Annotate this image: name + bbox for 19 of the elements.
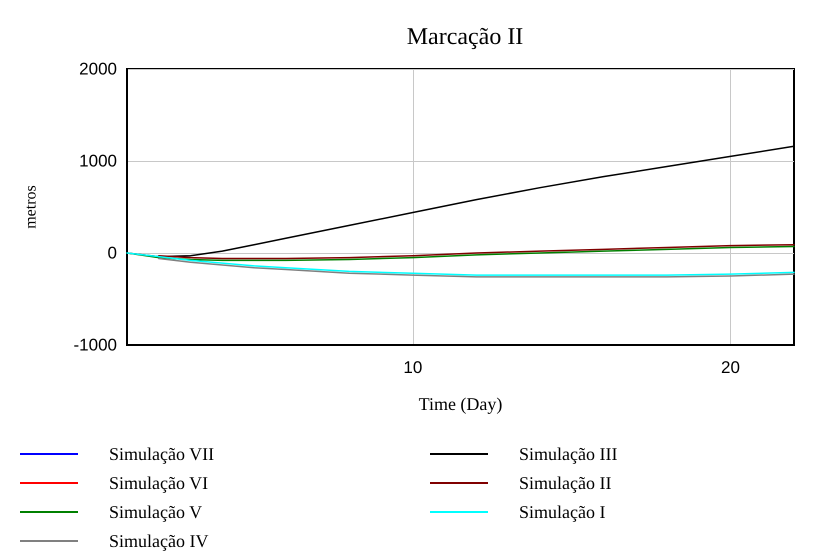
legend-label: Simulação IV [109, 531, 208, 551]
y-tick-label: -1000 [74, 336, 117, 354]
y-axis-title: metros [22, 185, 40, 229]
line-series [158, 258, 795, 278]
x-tick-label: 10 [403, 358, 422, 377]
legend-label: Simulação V [109, 502, 202, 522]
chart-title: Marcação II [406, 24, 524, 50]
line-series [126, 252, 795, 276]
legend-label: Simulação III [519, 444, 618, 464]
y-tick-label: 1000 [79, 152, 117, 170]
y-tick-label: 2000 [79, 60, 117, 78]
legend-label: Simulação VI [109, 473, 208, 493]
y-tick-label: 0 [108, 244, 117, 262]
legend-label: Simulação I [519, 502, 606, 522]
legend-label: Simulação II [519, 473, 612, 493]
line-series [158, 244, 795, 260]
x-tick-label: 20 [721, 358, 740, 377]
legend-label: Simulação VII [109, 444, 214, 464]
x-axis-title: Time (Day) [418, 394, 502, 414]
